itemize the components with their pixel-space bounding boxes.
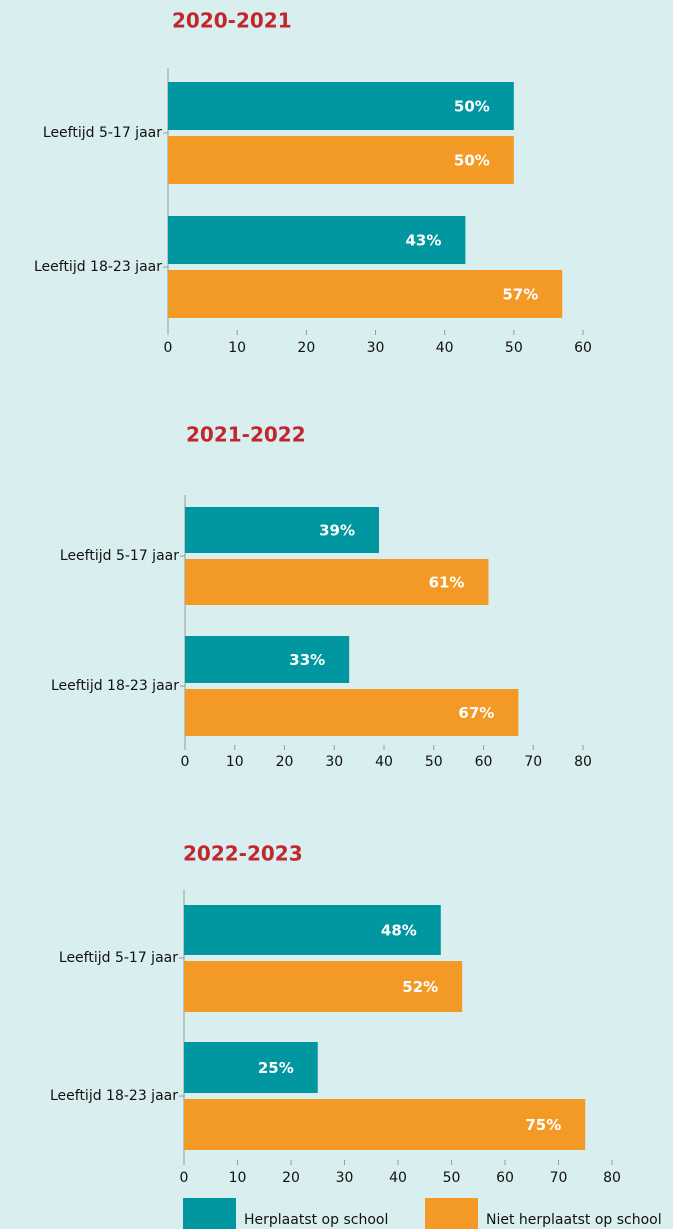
value-label: 57% bbox=[502, 286, 538, 304]
bar bbox=[185, 559, 489, 605]
y-tick-label: Leeftijd 18-23 jaar bbox=[51, 678, 179, 694]
x-tick-label: 20 bbox=[297, 340, 315, 356]
x-tick-label: 70 bbox=[550, 1170, 568, 1186]
x-tick-label: 10 bbox=[228, 340, 246, 356]
y-tick-label: Leeftijd 5-17 jaar bbox=[59, 950, 178, 966]
value-label: 50% bbox=[454, 152, 490, 170]
x-tick-label: 20 bbox=[276, 754, 294, 770]
value-label: 25% bbox=[258, 1059, 294, 1077]
value-label: 52% bbox=[402, 978, 438, 996]
legend-label: Niet herplaatst op school bbox=[486, 1212, 662, 1228]
bar bbox=[184, 961, 463, 1012]
bar bbox=[184, 1042, 318, 1093]
y-tick-label: Leeftijd 18-23 jaar bbox=[50, 1088, 178, 1104]
x-tick-label: 40 bbox=[436, 340, 454, 356]
bar bbox=[185, 636, 350, 683]
chart-title: 2022-2023 bbox=[183, 842, 303, 866]
bar bbox=[168, 270, 563, 318]
y-tick-label: Leeftijd 18-23 jaar bbox=[34, 259, 162, 275]
bar bbox=[184, 1099, 586, 1150]
bar bbox=[168, 82, 514, 130]
x-tick-label: 30 bbox=[336, 1170, 354, 1186]
x-tick-label: 60 bbox=[496, 1170, 514, 1186]
bar bbox=[185, 689, 519, 736]
bar bbox=[168, 136, 514, 184]
x-tick-label: 70 bbox=[524, 754, 542, 770]
x-tick-label: 60 bbox=[475, 754, 493, 770]
bar bbox=[184, 905, 441, 955]
x-tick-label: 20 bbox=[282, 1170, 300, 1186]
value-label: 39% bbox=[319, 522, 355, 540]
value-label: 67% bbox=[458, 704, 494, 722]
x-tick-label: 60 bbox=[574, 340, 592, 356]
x-tick-label: 10 bbox=[226, 754, 244, 770]
x-tick-label: 0 bbox=[181, 754, 190, 770]
legend-swatch bbox=[183, 1198, 236, 1229]
value-label: 75% bbox=[525, 1116, 561, 1134]
value-label: 43% bbox=[406, 232, 442, 250]
chart-title: 2021-2022 bbox=[186, 423, 306, 447]
x-tick-label: 50 bbox=[425, 754, 443, 770]
x-tick-label: 0 bbox=[164, 340, 173, 356]
value-label: 33% bbox=[289, 651, 325, 669]
value-label: 48% bbox=[381, 922, 417, 940]
x-tick-label: 50 bbox=[443, 1170, 461, 1186]
x-tick-label: 40 bbox=[375, 754, 393, 770]
legend-swatch bbox=[425, 1198, 478, 1229]
bar bbox=[185, 507, 380, 553]
x-tick-label: 80 bbox=[574, 754, 592, 770]
bar bbox=[168, 216, 466, 264]
x-tick-label: 30 bbox=[367, 340, 385, 356]
x-tick-label: 80 bbox=[603, 1170, 621, 1186]
value-label: 50% bbox=[454, 98, 490, 116]
chart-title: 2020-2021 bbox=[172, 9, 292, 33]
value-label: 61% bbox=[429, 574, 465, 592]
y-tick-label: Leeftijd 5-17 jaar bbox=[60, 548, 179, 564]
x-tick-label: 30 bbox=[325, 754, 343, 770]
y-tick-label: Leeftijd 5-17 jaar bbox=[43, 125, 162, 141]
x-tick-label: 0 bbox=[180, 1170, 189, 1186]
x-tick-label: 10 bbox=[229, 1170, 247, 1186]
x-tick-label: 50 bbox=[505, 340, 523, 356]
legend-label: Herplaatst op school bbox=[244, 1212, 388, 1228]
x-tick-label: 40 bbox=[389, 1170, 407, 1186]
